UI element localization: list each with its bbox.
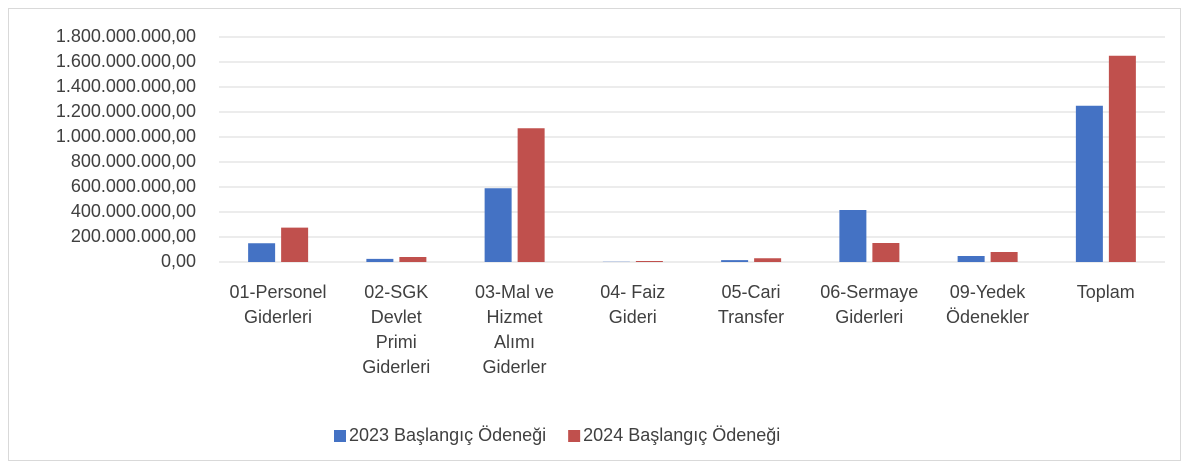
x-tick-label: 03-Mal ve Hizmet Alımı Giderler xyxy=(474,282,555,377)
legend-label: 2023 Başlangıç Ödeneği xyxy=(349,425,546,445)
bar xyxy=(484,188,512,262)
bar xyxy=(839,210,867,262)
bar xyxy=(721,260,749,262)
x-tick-label: 04- Faiz Gideri xyxy=(600,282,666,327)
bar xyxy=(754,258,782,262)
legend-swatch xyxy=(568,430,581,442)
bar xyxy=(517,128,545,262)
y-tick-label: 400.000.000,00 xyxy=(71,201,196,221)
y-tick-label: 1.200.000.000,00 xyxy=(56,101,196,121)
x-tick-label: Toplam xyxy=(1076,282,1135,302)
bar xyxy=(366,258,394,262)
legend-label: 2024 Başlangıç Ödeneği xyxy=(583,425,780,445)
x-tick-label: 05-Cari Transfer xyxy=(717,282,785,327)
x-tick-label: 01-Personel Giderleri xyxy=(229,282,327,327)
bar xyxy=(399,257,427,262)
y-tick-label: 1.600.000.000,00 xyxy=(56,51,196,71)
bar xyxy=(1108,55,1136,262)
y-tick-label: 0,00 xyxy=(161,251,196,271)
bar xyxy=(872,243,900,262)
bar xyxy=(990,252,1018,262)
x-tick-label: 06-Sermaye Giderleri xyxy=(820,282,919,327)
y-tick-label: 200.000.000,00 xyxy=(71,226,196,246)
bar xyxy=(957,256,985,262)
y-tick-label: 1.000.000.000,00 xyxy=(56,126,196,146)
legend-swatch xyxy=(334,430,346,442)
bar xyxy=(1075,105,1103,262)
y-tick-label: 800.000.000,00 xyxy=(71,151,196,171)
bar xyxy=(248,243,276,262)
y-tick-label: 1.400.000.000,00 xyxy=(56,76,196,96)
y-tick-label: 1.800.000.000,00 xyxy=(56,26,196,46)
bar xyxy=(281,227,309,262)
x-tick-label: 09-Yedek Ödenekler xyxy=(945,282,1030,327)
y-tick-label: 600.000.000,00 xyxy=(71,176,196,196)
x-tick-label: 02-SGK Devlet Primi Giderleri xyxy=(362,282,431,377)
bar xyxy=(635,261,663,262)
chart-border xyxy=(8,8,1181,461)
